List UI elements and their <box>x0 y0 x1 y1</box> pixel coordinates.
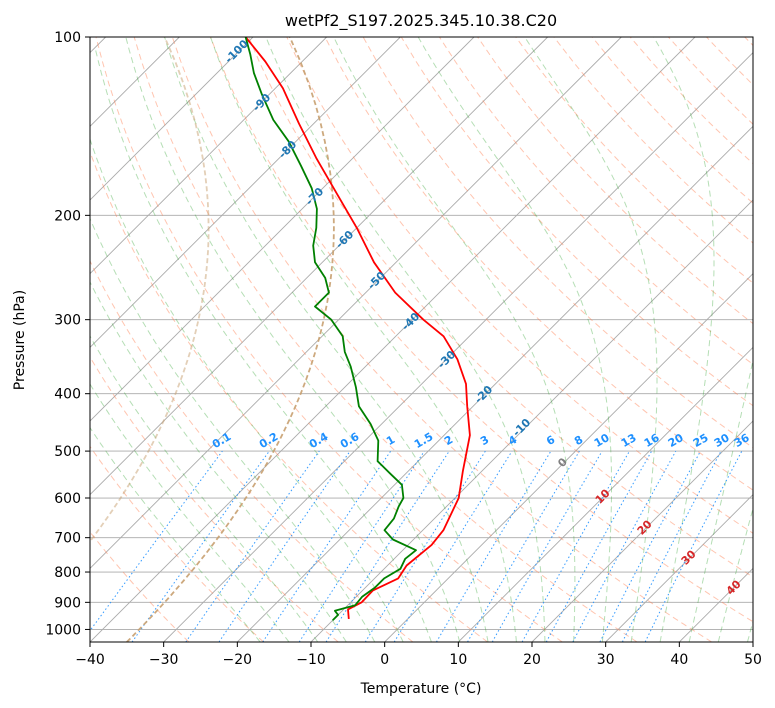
chart-title: wetPf2_S197.2025.345.10.38.C20 <box>285 11 557 31</box>
isotherm-line <box>90 37 254 201</box>
dewpoint-profile-line <box>244 37 417 621</box>
outer-boundary-curve <box>90 37 210 543</box>
dry-adiabat-line <box>515 37 753 284</box>
dry-adiabat-line <box>171 37 712 642</box>
y-tick-label: 1000 <box>45 622 81 638</box>
y-tick-label: 600 <box>54 491 81 507</box>
mixing-ratio-line <box>545 450 653 642</box>
moist-adiabat-line <box>210 37 517 642</box>
isotherm-line <box>163 52 753 642</box>
x-tick-label: 20 <box>523 652 541 668</box>
mixing-ratio-line <box>393 450 513 642</box>
y-tick-label: 300 <box>54 313 81 329</box>
moist-adiabat-line <box>333 37 576 642</box>
moist-adiabat-line <box>125 37 461 642</box>
moist-adiabat-line <box>717 506 753 642</box>
isotherm-line <box>605 494 753 642</box>
x-tick-label: −20 <box>223 652 253 668</box>
isotherm-line <box>752 641 753 642</box>
isotherm-line <box>90 37 548 496</box>
moist-adiabat-line <box>90 335 319 642</box>
isotherm-line <box>90 37 696 642</box>
moist-adiabat-line <box>164 37 489 642</box>
moist-adiabat-line <box>417 37 612 642</box>
y-tick-label: 100 <box>54 30 81 46</box>
moist-adiabat-line <box>524 37 658 642</box>
dry-adiabat-line <box>324 37 753 491</box>
mixing-ratio-line <box>218 450 351 642</box>
mixing-ratio-line <box>90 450 223 632</box>
moist-adiabat-line <box>265 37 546 642</box>
dry-adiabat-line <box>90 259 414 642</box>
isotherm-line <box>458 346 753 642</box>
axes: −40 −30 −20 −10 0 10 20 30 40 50 100 200 300 400 500 60… <box>45 30 762 668</box>
mixing-ratio-line <box>644 450 743 642</box>
isotherm-line <box>310 199 753 642</box>
plot-background <box>90 37 753 642</box>
isotherm-line <box>90 37 475 422</box>
moist-adiabat-line <box>90 383 290 642</box>
x-tick-label: 10 <box>449 652 467 668</box>
moist-adiabat-line <box>653 37 715 642</box>
y-tick-label: 700 <box>54 531 81 547</box>
x-tick-label: 30 <box>597 652 615 668</box>
moist-adiabat-line <box>90 280 347 642</box>
moist-adiabat-line <box>90 137 404 642</box>
x-tick-label: −30 <box>149 652 179 668</box>
isotherm-line <box>90 37 327 275</box>
x-tick-label: 50 <box>744 652 762 668</box>
mixing-ratio-line <box>325 450 450 642</box>
plot-frame <box>89 36 754 643</box>
isotherm-line <box>90 37 401 348</box>
background-lines <box>90 37 753 642</box>
temperature-profile-line <box>244 37 471 619</box>
y-tick-label: 500 <box>54 444 81 460</box>
moist-adiabat-line <box>90 426 261 642</box>
moist-adiabat-line <box>688 358 753 642</box>
dry-adiabat-line <box>248 37 753 578</box>
profile-lines <box>244 37 471 621</box>
dry-adiabat-line <box>90 445 264 642</box>
mixing-ratio-line <box>262 450 392 642</box>
mixing-ratio-line <box>298 450 425 642</box>
y-tick-label: 200 <box>54 208 81 224</box>
y-tick-label: 400 <box>54 387 81 403</box>
x-axis-title: Temperature (°C) <box>360 681 482 697</box>
mixing-ratio-line <box>572 450 677 642</box>
dry-adiabat-line <box>286 37 753 534</box>
y-tick-label: 800 <box>54 565 81 581</box>
isotherm-line <box>237 125 753 642</box>
x-tick-label: 0 <box>380 652 389 668</box>
dry-adiabat-line <box>133 37 638 642</box>
x-tick-label: −10 <box>296 652 326 668</box>
isotherm-line <box>384 273 753 642</box>
dry-adiabat-line <box>210 37 753 623</box>
y-axis-title: Pressure (hPa) <box>12 290 28 390</box>
dry-adiabat-line <box>95 37 563 642</box>
mixing-ratio-line <box>185 450 320 642</box>
y-tick-label: 900 <box>54 595 81 611</box>
moist-adiabat-line <box>90 217 376 642</box>
x-tick-label: 40 <box>670 652 688 668</box>
isotherm-line <box>531 420 753 642</box>
dry-adiabat-line <box>90 356 339 642</box>
mixing-ratio-line <box>521 450 630 642</box>
moist-adiabat-line <box>95 49 432 642</box>
outer-boundary-curve <box>126 37 335 642</box>
x-tick-label: −40 <box>75 652 105 668</box>
